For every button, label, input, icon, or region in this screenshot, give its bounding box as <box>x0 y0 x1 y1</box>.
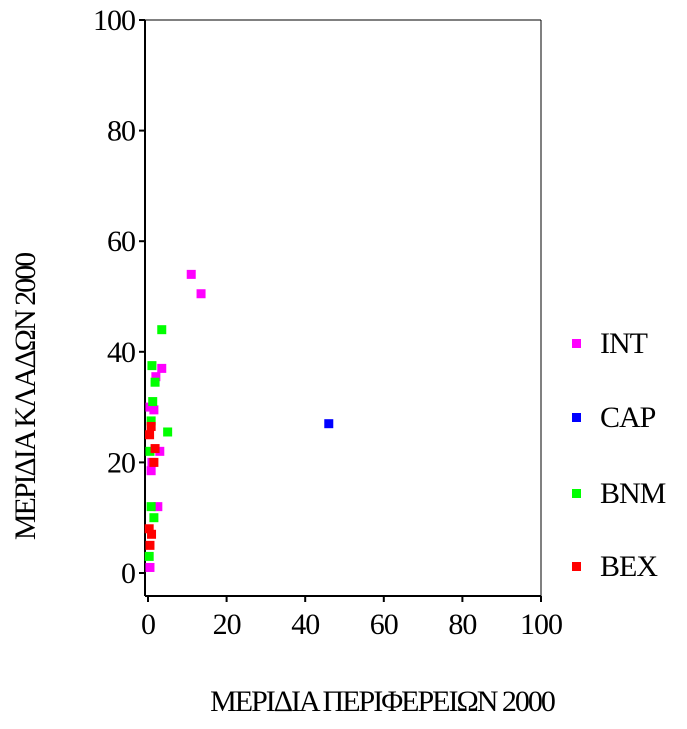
point-int <box>151 372 161 382</box>
x-tick-label: 20 <box>213 608 241 641</box>
legend-swatch-bnm <box>572 489 581 498</box>
point-bex <box>149 457 159 467</box>
y-tick-label: 60 <box>107 225 135 258</box>
legend-label-int: INT <box>600 327 648 360</box>
point-int <box>196 289 206 299</box>
point-int <box>155 446 165 456</box>
point-bnm <box>147 361 157 371</box>
x-tick-label: 0 <box>141 608 155 641</box>
point-bnm <box>163 427 173 437</box>
x-tick-label: 80 <box>448 608 476 641</box>
point-bnm <box>149 513 159 523</box>
x-tick-label: 60 <box>370 608 398 641</box>
point-int <box>157 363 167 373</box>
point-int <box>145 402 155 412</box>
point-bnm <box>146 502 156 512</box>
y-tick-label: 20 <box>107 446 135 479</box>
point-bnm <box>150 377 160 387</box>
plot-frame <box>144 19 542 597</box>
x-axis-title: ΜΕΡΙΔΙΑ ΠΕΡΙΦΕΡΕΙΩΝ 2000 <box>210 685 555 718</box>
y-axis-title: ΜΕΡΙΔΙΑ ΚΛΑΔΩΝ 2000 <box>9 253 42 540</box>
legend-label-cap: CAP <box>600 401 656 434</box>
legend-swatch-int <box>572 339 581 348</box>
legend-label-bex: BEX <box>600 550 658 583</box>
point-int <box>186 269 196 279</box>
legend: INT CAP BNM BEX <box>572 327 667 583</box>
data-points <box>144 269 334 572</box>
point-bnm <box>157 325 167 335</box>
axis-ticks: 0 20 40 60 80 100 0 20 40 60 80 100 <box>93 4 563 641</box>
y-tick-label: 40 <box>107 336 135 369</box>
point-int <box>145 562 155 572</box>
point-bnm <box>144 551 154 561</box>
legend-label-bnm: BNM <box>600 477 666 510</box>
x-tick-label: 100 <box>520 608 562 641</box>
point-bex <box>145 430 155 440</box>
point-bex <box>146 421 156 431</box>
x-tick-label: 40 <box>291 608 319 641</box>
point-int <box>146 466 156 476</box>
point-int <box>153 502 163 512</box>
point-cap <box>324 419 334 429</box>
point-bnm <box>146 416 156 426</box>
point-bex <box>150 444 160 454</box>
point-bex <box>144 524 154 534</box>
legend-swatch-bex <box>572 562 581 571</box>
y-tick-label: 100 <box>93 4 135 37</box>
y-tick-label: 80 <box>107 115 135 148</box>
point-bnm <box>148 397 158 407</box>
point-bex <box>147 529 157 539</box>
point-bex <box>145 540 155 550</box>
point-bnm <box>145 446 155 456</box>
y-tick-label: 0 <box>121 557 135 590</box>
legend-swatch-cap <box>572 413 581 422</box>
